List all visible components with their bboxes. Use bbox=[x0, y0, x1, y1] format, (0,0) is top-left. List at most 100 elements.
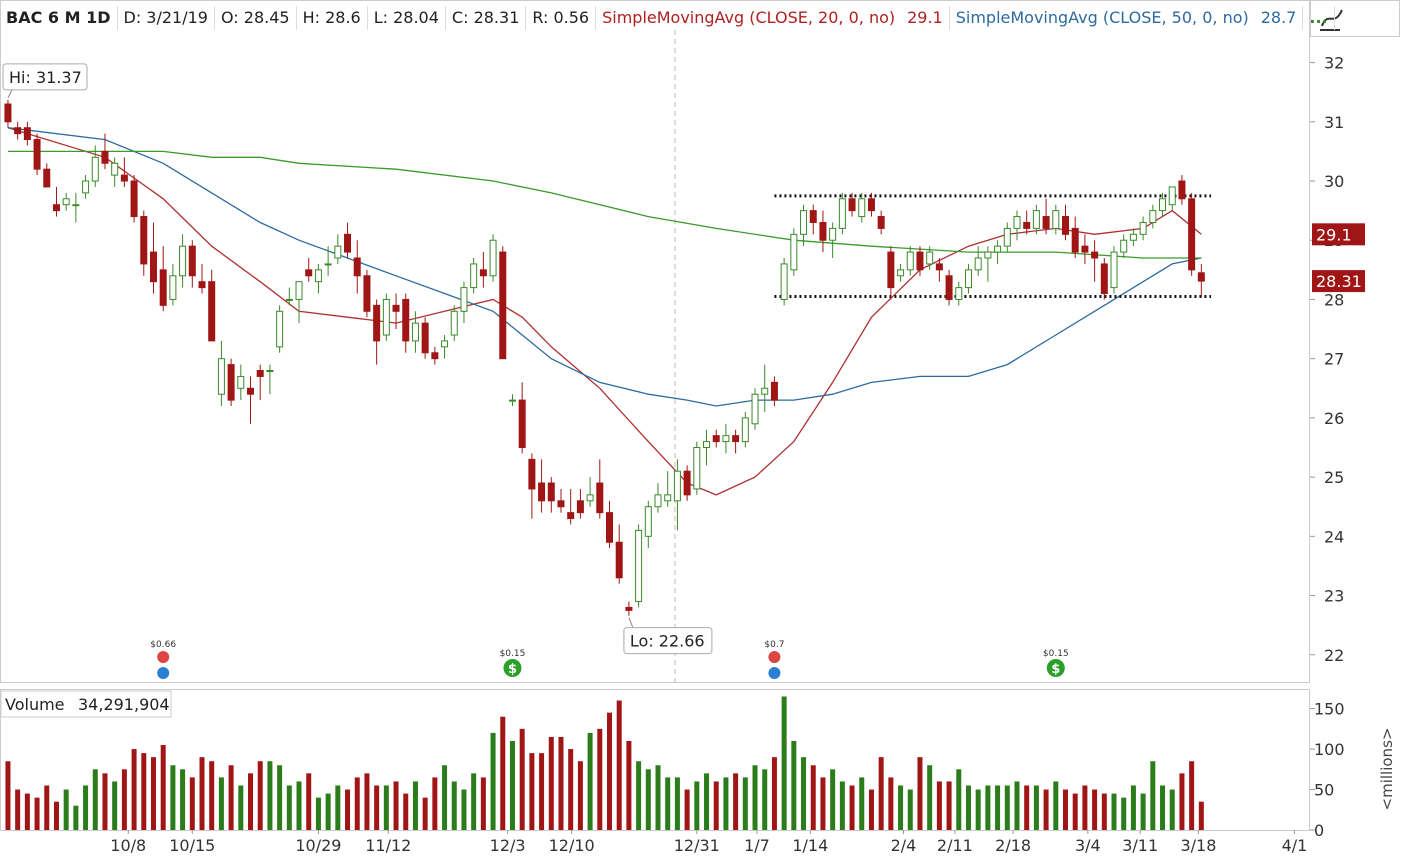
candle-body bbox=[266, 370, 274, 373]
candle-body bbox=[227, 364, 235, 401]
volume-bar bbox=[83, 785, 89, 830]
candle-body bbox=[217, 358, 225, 395]
volume-bar bbox=[752, 765, 758, 830]
candle-body bbox=[149, 251, 157, 283]
candle-body bbox=[751, 393, 759, 425]
x-tick-label: 4/1 bbox=[1282, 836, 1308, 855]
candle-body bbox=[877, 216, 885, 229]
candle-body bbox=[732, 435, 740, 443]
volume-bar bbox=[859, 777, 865, 830]
volume-bar bbox=[1092, 789, 1098, 830]
candle-body bbox=[489, 239, 497, 277]
candle-body bbox=[926, 251, 934, 265]
volume-tick-label: 50 bbox=[1314, 781, 1334, 800]
candle-body bbox=[247, 387, 255, 395]
lo-box bbox=[623, 627, 713, 655]
x-tick-label: 10/15 bbox=[169, 836, 215, 855]
volume-bar bbox=[771, 757, 777, 830]
event-label: $0.15 bbox=[1043, 649, 1069, 659]
candle-body bbox=[508, 399, 516, 402]
volume-bar bbox=[432, 777, 438, 830]
candle-body bbox=[450, 310, 458, 336]
volume-bar bbox=[471, 773, 477, 830]
volume-bar bbox=[63, 789, 69, 830]
candle-body bbox=[635, 529, 643, 602]
volume-bar bbox=[461, 789, 467, 830]
candle-body bbox=[499, 251, 507, 360]
volume-bar bbox=[1004, 785, 1010, 830]
candle-body bbox=[1120, 239, 1128, 253]
candle-body bbox=[392, 304, 400, 312]
candle-body bbox=[1052, 210, 1060, 229]
volume-bar bbox=[1179, 773, 1185, 830]
volume-bar bbox=[1043, 789, 1049, 830]
volume-bar bbox=[723, 777, 729, 830]
price-tag bbox=[1312, 270, 1365, 293]
volume-bar bbox=[24, 793, 30, 830]
candle-body bbox=[693, 446, 701, 490]
volume-bar bbox=[121, 769, 127, 830]
candle-body bbox=[334, 245, 342, 259]
volume-bar bbox=[645, 769, 651, 830]
volume-bar bbox=[509, 740, 515, 830]
candle-body bbox=[91, 156, 99, 182]
candle-body bbox=[673, 470, 681, 502]
candle-body bbox=[887, 251, 895, 289]
candle-body bbox=[382, 298, 390, 336]
candle-body bbox=[1100, 263, 1108, 295]
candle-body bbox=[1110, 251, 1118, 289]
volume-bar bbox=[180, 769, 186, 830]
volume-bar bbox=[480, 777, 486, 830]
volume-bar bbox=[917, 757, 923, 830]
volume-bar bbox=[781, 696, 787, 830]
volume-bar bbox=[810, 765, 816, 830]
volume-tick-label: 0 bbox=[1314, 821, 1324, 840]
lo-pointer bbox=[628, 617, 634, 628]
volume-bar bbox=[927, 765, 933, 830]
candle-body bbox=[1168, 186, 1176, 206]
volume-bar bbox=[374, 785, 380, 830]
volume-bar bbox=[975, 789, 981, 830]
volume-bar bbox=[112, 781, 118, 830]
candle-body bbox=[829, 227, 837, 241]
x-tick-label: 1/14 bbox=[792, 836, 828, 855]
x-tick-label: 10/29 bbox=[295, 836, 341, 855]
sma50-label: SimpleMovingAvg (CLOSE, 50, 0, no) bbox=[955, 8, 1249, 27]
volume-bar bbox=[665, 777, 671, 830]
volume-bar bbox=[936, 781, 942, 830]
x-tick-label: 3/4 bbox=[1075, 836, 1101, 855]
candle-body bbox=[528, 458, 536, 490]
candle-body bbox=[819, 221, 827, 241]
volume-tick-label: 100 bbox=[1314, 740, 1345, 759]
sma20-value: 29.1 bbox=[901, 6, 950, 30]
candle-body bbox=[1197, 272, 1205, 282]
candle-body bbox=[780, 263, 788, 300]
candle-body bbox=[703, 441, 711, 448]
high: H: 28.6 bbox=[297, 6, 368, 30]
volume-bar bbox=[500, 716, 506, 830]
date: D: 3/21/19 bbox=[118, 6, 215, 30]
volume-bar bbox=[141, 753, 147, 830]
candle-body bbox=[1081, 245, 1089, 253]
candle-body bbox=[1178, 180, 1186, 200]
y-tick-label: 22 bbox=[1324, 646, 1344, 665]
candle-body bbox=[858, 198, 866, 218]
candle-body bbox=[373, 304, 381, 342]
more-studies[interactable]: ... bbox=[1303, 6, 1335, 30]
candle-body bbox=[994, 245, 1002, 253]
volume-bar bbox=[1101, 793, 1107, 830]
candle-body bbox=[1003, 227, 1011, 247]
volume-bar bbox=[1111, 793, 1117, 830]
candle-body bbox=[1188, 198, 1196, 271]
candle-body bbox=[470, 263, 478, 289]
candle-body bbox=[615, 541, 623, 579]
candle-body bbox=[567, 512, 575, 520]
candle-body bbox=[23, 127, 31, 141]
volume-bar bbox=[597, 728, 603, 830]
candle-body bbox=[72, 204, 80, 207]
volume-bar bbox=[393, 781, 399, 830]
candle-body bbox=[411, 322, 419, 342]
y-tick-label: 26 bbox=[1324, 409, 1344, 428]
moving-average-line bbox=[8, 150, 1202, 259]
volume-bar bbox=[1082, 785, 1088, 830]
